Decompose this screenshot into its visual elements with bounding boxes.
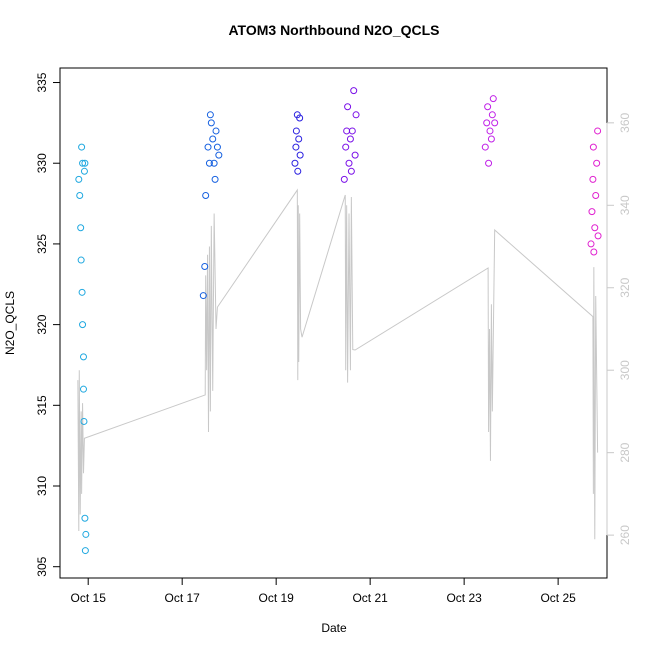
- point: [485, 159, 493, 167]
- point: [594, 127, 602, 135]
- point: [348, 127, 356, 135]
- point: [201, 263, 209, 271]
- point: [587, 240, 595, 248]
- y-tick-label: 330: [35, 153, 49, 173]
- point: [488, 111, 496, 119]
- point: [489, 95, 497, 103]
- y-tick-label: 305: [35, 556, 49, 576]
- point: [212, 127, 220, 135]
- y2-tick-label: 280: [618, 442, 632, 462]
- point: [213, 143, 221, 151]
- x-tick-label: Oct 21: [352, 591, 388, 605]
- point: [486, 127, 494, 135]
- point: [594, 232, 602, 240]
- y-tick-label: 315: [35, 395, 49, 415]
- point: [80, 167, 88, 175]
- point: [199, 292, 207, 300]
- x-tick-label: Oct 15: [71, 591, 107, 605]
- point: [340, 175, 348, 183]
- y-tick-label: 335: [35, 72, 49, 92]
- point: [82, 530, 90, 538]
- point: [81, 514, 89, 522]
- point: [350, 87, 358, 95]
- point: [81, 159, 89, 167]
- point: [291, 159, 299, 167]
- y-tick-label: 325: [35, 234, 49, 254]
- point: [345, 159, 353, 167]
- point: [592, 192, 600, 199]
- point: [292, 127, 300, 135]
- point: [207, 119, 215, 127]
- point: [78, 288, 86, 296]
- point: [81, 547, 89, 555]
- point: [591, 224, 599, 232]
- y2-tick-label: 320: [618, 277, 632, 297]
- y-tick-label: 310: [35, 476, 49, 496]
- point: [205, 159, 213, 167]
- point: [589, 175, 597, 183]
- line: [77, 188, 599, 540]
- point: [215, 151, 223, 159]
- chart-title: ATOM3 Northbound N2O_QCLS: [228, 22, 439, 38]
- point: [347, 167, 355, 175]
- point: [343, 127, 351, 135]
- point: [588, 208, 596, 216]
- point: [487, 135, 495, 143]
- point: [589, 143, 597, 151]
- point: [295, 135, 303, 143]
- point: [292, 143, 300, 151]
- point: [202, 192, 210, 199]
- point: [481, 143, 489, 151]
- point: [209, 135, 217, 143]
- point: [344, 103, 352, 111]
- point: [210, 159, 218, 167]
- point: [204, 143, 212, 151]
- point: [593, 159, 601, 167]
- x-tick-label: Oct 19: [258, 591, 294, 605]
- point: [79, 385, 87, 393]
- point: [351, 151, 359, 159]
- y-tick-label: 320: [35, 314, 49, 334]
- point: [590, 248, 598, 256]
- point: [491, 119, 499, 127]
- point: [77, 256, 85, 264]
- point: [77, 224, 85, 232]
- point: [294, 167, 302, 175]
- y2-tick-label: 300: [618, 360, 632, 380]
- point: [79, 353, 87, 361]
- x-axis-label: Date: [321, 621, 347, 635]
- point: [342, 143, 350, 151]
- y-axis-label: N2O_QCLS: [3, 291, 17, 355]
- plot-box: [59, 67, 608, 579]
- point: [211, 175, 219, 183]
- point: [483, 119, 491, 127]
- point: [80, 417, 88, 425]
- x-tick-label: Oct 25: [540, 591, 576, 605]
- y2-tick-label: 340: [618, 195, 632, 215]
- x-tick-label: Oct 17: [165, 591, 201, 605]
- point: [75, 175, 83, 183]
- x-tick-label: Oct 23: [446, 591, 482, 605]
- point: [79, 321, 87, 329]
- point: [296, 151, 304, 159]
- point: [76, 192, 84, 199]
- point: [206, 111, 214, 119]
- point: [352, 111, 360, 119]
- point: [296, 114, 304, 122]
- point: [484, 103, 492, 111]
- y2-tick-label: 260: [618, 525, 632, 545]
- point: [346, 135, 354, 143]
- point: [79, 159, 87, 167]
- point: [78, 143, 86, 151]
- y2-tick-label: 360: [618, 113, 632, 133]
